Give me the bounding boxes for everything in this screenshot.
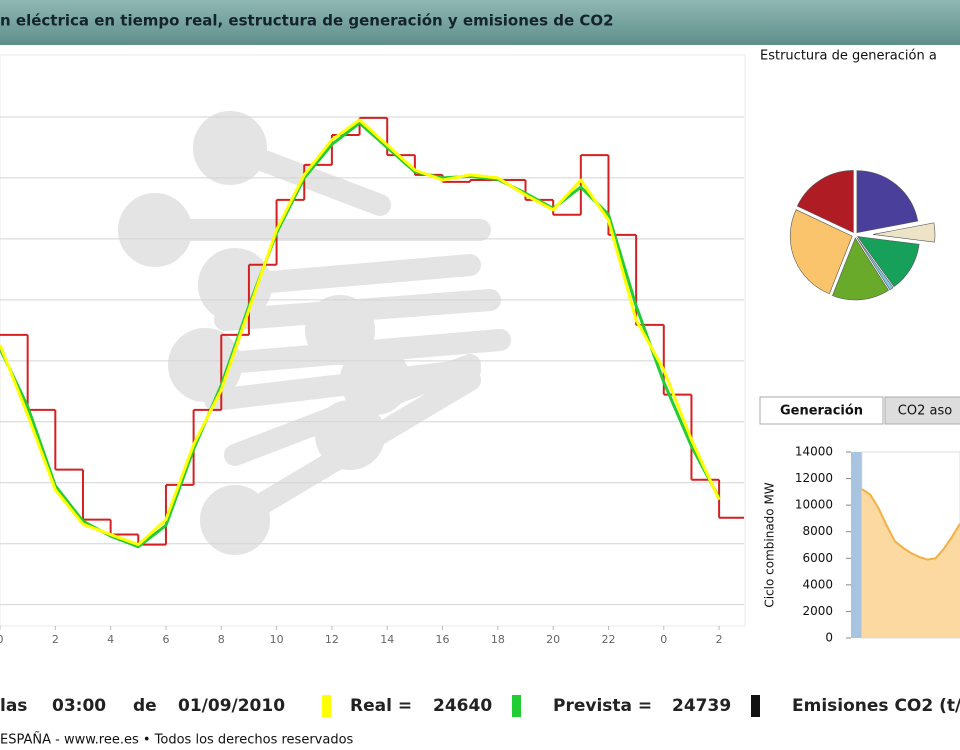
x-tick-label: 14 bbox=[380, 633, 394, 646]
tab-label: CO2 aso bbox=[898, 404, 952, 419]
x-tick-label: 6 bbox=[162, 633, 169, 646]
watermark bbox=[118, 111, 511, 555]
pie-title: Estructura de generación a bbox=[760, 49, 937, 64]
x-tick-label: 16 bbox=[436, 633, 450, 646]
y-tick-label: 12000 bbox=[795, 471, 833, 485]
y-tick-label: 6000 bbox=[802, 551, 833, 565]
series-group bbox=[0, 116, 744, 549]
legend-label: Prevista = bbox=[553, 696, 652, 716]
pie-slice bbox=[856, 236, 920, 288]
series-line bbox=[0, 118, 721, 547]
x-tick-label: 2 bbox=[716, 633, 723, 646]
footer-date: 01/09/2010 bbox=[178, 696, 285, 716]
x-tick-label: 0 bbox=[0, 633, 4, 646]
footer-text: Emisiones CO2 (t/ bbox=[792, 696, 960, 716]
pie-slice bbox=[856, 237, 894, 291]
y-tick-label: 8000 bbox=[802, 524, 833, 538]
pie-slice bbox=[872, 222, 936, 243]
header-title: n eléctrica en tiempo real, estructura d… bbox=[0, 12, 614, 30]
y-axis-label: Ciclo combinado MW bbox=[763, 482, 777, 607]
tab[interactable] bbox=[884, 396, 960, 425]
x-tick-label: 2 bbox=[52, 633, 59, 646]
x-tick-label: 12 bbox=[325, 633, 339, 646]
y-tick-label: 14000 bbox=[795, 445, 833, 459]
legend-label: Real = bbox=[350, 696, 412, 716]
legend-swatch bbox=[751, 695, 760, 717]
legend-swatch bbox=[512, 695, 521, 717]
pie-slice bbox=[789, 209, 853, 295]
y-tick-label: 2000 bbox=[802, 604, 833, 618]
copyright: ESPAÑA - www.ree.es • Todos los derechos… bbox=[0, 732, 354, 748]
legend-swatch bbox=[322, 695, 331, 717]
footer-text: las bbox=[0, 696, 27, 716]
x-tick-label: 10 bbox=[270, 633, 284, 646]
footer-text: de bbox=[133, 696, 157, 716]
x-tick-label: 8 bbox=[218, 633, 225, 646]
area-line bbox=[861, 488, 960, 561]
x-tick-label: 4 bbox=[107, 633, 114, 646]
scroll-strip bbox=[851, 452, 862, 638]
pie-slice bbox=[796, 170, 854, 233]
footer-value: 24739 bbox=[672, 696, 731, 716]
x-tick-label: 0 bbox=[660, 633, 667, 646]
pie-slice bbox=[856, 170, 919, 234]
header-bar bbox=[0, 0, 960, 45]
x-tick-label: 22 bbox=[601, 633, 615, 646]
y-tick-label: 4000 bbox=[802, 577, 833, 591]
y-tick-label: 0 bbox=[825, 631, 833, 645]
y-tick-label: 10000 bbox=[795, 498, 833, 512]
footer-value: 24640 bbox=[433, 696, 492, 716]
tab-label: Generación bbox=[780, 404, 863, 419]
tab[interactable] bbox=[759, 396, 884, 425]
pie-slice bbox=[832, 237, 889, 301]
footer-time: 03:00 bbox=[52, 696, 106, 716]
x-tick-label: 18 bbox=[491, 633, 505, 646]
x-tick-label: 20 bbox=[546, 633, 560, 646]
